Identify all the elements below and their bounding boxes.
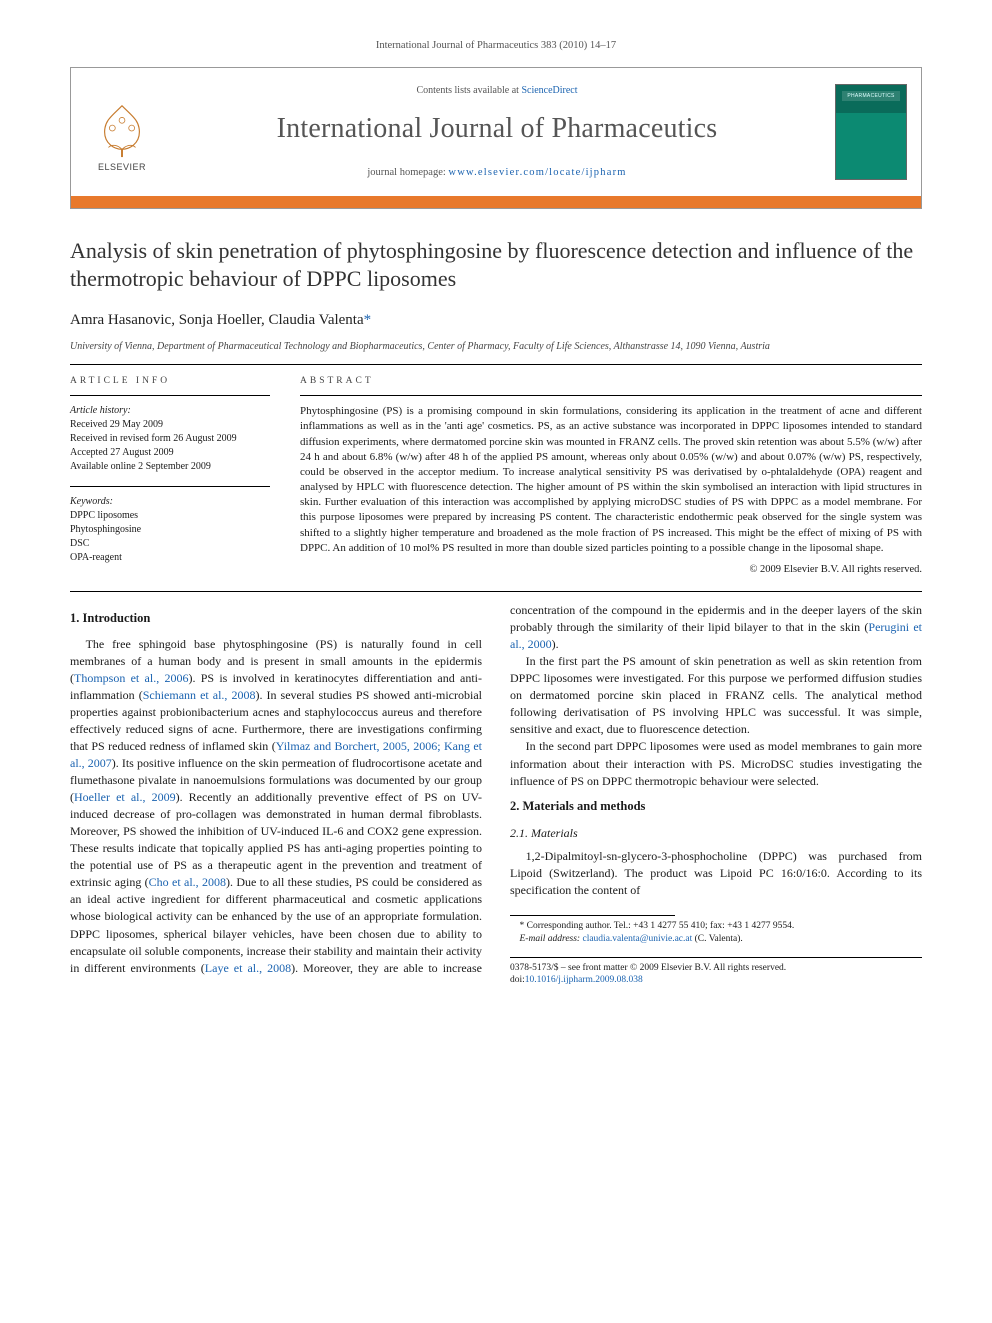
authors-names: Amra Hasanovic, Sonja Hoeller, Claudia V…	[70, 312, 364, 328]
history-line: Received in revised form 26 August 2009	[70, 432, 270, 446]
contents-prefix: Contents lists available at	[416, 85, 521, 96]
body-paragraph: 1,2-Dipalmitoyl-sn-glycero-3-phosphochol…	[510, 848, 922, 899]
affiliation: University of Vienna, Department of Phar…	[70, 340, 922, 355]
doi-link[interactable]: 10.1016/j.ijpharm.2009.08.038	[525, 975, 643, 985]
footnote-line: E-mail address: claudia.valenta@univie.a…	[510, 933, 922, 945]
body-paragraph: In the second part DPPC liposomes were u…	[510, 738, 922, 789]
page-footer: 0378-5173/$ – see front matter © 2009 El…	[510, 957, 922, 987]
rule-bottom	[70, 591, 922, 592]
footnote-line: * Corresponding author. Tel.: +43 1 4277…	[510, 920, 922, 932]
rule-top	[70, 364, 922, 365]
citation-link[interactable]: Laye et al., 2008	[205, 961, 291, 975]
footnote-label: E-mail address:	[520, 934, 583, 944]
body-paragraph: In the first part the PS amount of skin …	[510, 653, 922, 738]
running-head: International Journal of Pharmaceutics 3…	[70, 38, 922, 53]
abstract-text: Phytosphingosine (PS) is a promising com…	[300, 404, 922, 556]
corresponding-footnote: * Corresponding author. Tel.: +43 1 4277…	[510, 920, 922, 945]
footnote-tail: (C. Valenta).	[692, 934, 742, 944]
journal-header: ELSEVIER Contents lists available at Sci…	[70, 67, 922, 209]
history-line: Received 29 May 2009	[70, 418, 270, 432]
homepage-line: journal homepage: www.elsevier.com/locat…	[159, 165, 835, 180]
article-history-heading: Article history:	[70, 404, 270, 418]
footnote-rule	[510, 915, 675, 916]
history-line: Accepted 27 August 2009	[70, 446, 270, 460]
citation-link[interactable]: Hoeller et al., 2009	[74, 790, 176, 804]
sciencedirect-link[interactable]: ScienceDirect	[521, 85, 577, 96]
keywords-heading: Keywords:	[70, 495, 270, 509]
keyword: DSC	[70, 537, 270, 551]
elsevier-tree-icon	[93, 101, 151, 159]
article-info-heading: ARTICLE INFO	[70, 375, 270, 389]
email-link[interactable]: claudia.valenta@univie.ac.at	[582, 934, 692, 944]
section-2-heading: 2. Materials and methods	[510, 798, 922, 816]
journal-name: International Journal of Pharmaceutics	[159, 109, 835, 150]
text-run: ).	[552, 637, 559, 651]
contents-available-line: Contents lists available at ScienceDirec…	[159, 84, 835, 99]
journal-cover-thumbnail	[835, 84, 907, 180]
citation-link[interactable]: Thompson et al., 2006	[74, 671, 188, 685]
authors-line: Amra Hasanovic, Sonja Hoeller, Claudia V…	[70, 310, 922, 332]
section-1-heading: 1. Introduction	[70, 610, 482, 628]
abstract-block: ABSTRACT Phytosphingosine (PS) is a prom…	[300, 375, 922, 577]
homepage-prefix: journal homepage:	[367, 167, 448, 178]
keyword: DPPC liposomes	[70, 509, 270, 523]
abstract-heading: ABSTRACT	[300, 375, 922, 389]
abstract-copyright: © 2009 Elsevier B.V. All rights reserved…	[300, 562, 922, 577]
keyword: OPA-reagent	[70, 551, 270, 565]
section-2-1-heading: 2.1. Materials	[510, 825, 922, 842]
history-line: Available online 2 September 2009	[70, 460, 270, 474]
corresponding-marker[interactable]: *	[364, 312, 372, 328]
header-accent-bar	[71, 196, 921, 208]
elsevier-logo: ELSEVIER	[85, 90, 159, 174]
footer-front-matter: 0378-5173/$ – see front matter © 2009 El…	[510, 962, 922, 974]
citation-link[interactable]: Schiemann et al., 2008	[143, 688, 256, 702]
body-columns: 1. Introduction The free sphingoid base …	[70, 602, 922, 987]
elsevier-wordmark: ELSEVIER	[98, 161, 146, 174]
keyword: Phytosphingosine	[70, 523, 270, 537]
article-info-block: ARTICLE INFO Article history: Received 2…	[70, 375, 270, 577]
citation-link[interactable]: Cho et al., 2008	[149, 875, 226, 889]
homepage-link[interactable]: www.elsevier.com/locate/ijpharm	[448, 167, 626, 178]
doi-label: doi:	[510, 975, 525, 985]
article-title: Analysis of skin penetration of phytosph…	[70, 237, 922, 292]
